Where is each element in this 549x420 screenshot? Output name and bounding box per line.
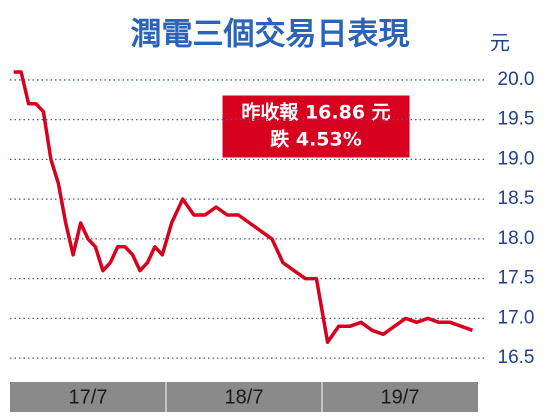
x-tick-label: 19/7 [381,386,420,408]
y-tick-label: 20.0 [498,69,535,90]
x-tick-label: 17/7 [69,386,108,408]
y-tick-label: 19.0 [498,148,535,169]
y-tick-label: 18.5 [498,188,535,209]
annotation: 昨收報 16.86 元 [241,101,390,124]
unit-label: 元 [490,31,510,55]
y-tick-label: 17.5 [498,268,535,289]
annotation-box [221,94,411,159]
price-line [13,70,473,344]
y-tick-label: 16.5 [498,347,535,368]
chart-title: 潤電三個交易日表現 [131,17,410,53]
y-tick-label: 17.0 [498,307,535,328]
x-axis-band [10,382,478,412]
y-tick-label: 19.5 [498,109,535,130]
y-tick-label: 18.0 [498,228,535,249]
x-tick-label: 18/7 [225,386,264,408]
annotation: 跌 4.53% [270,128,362,151]
